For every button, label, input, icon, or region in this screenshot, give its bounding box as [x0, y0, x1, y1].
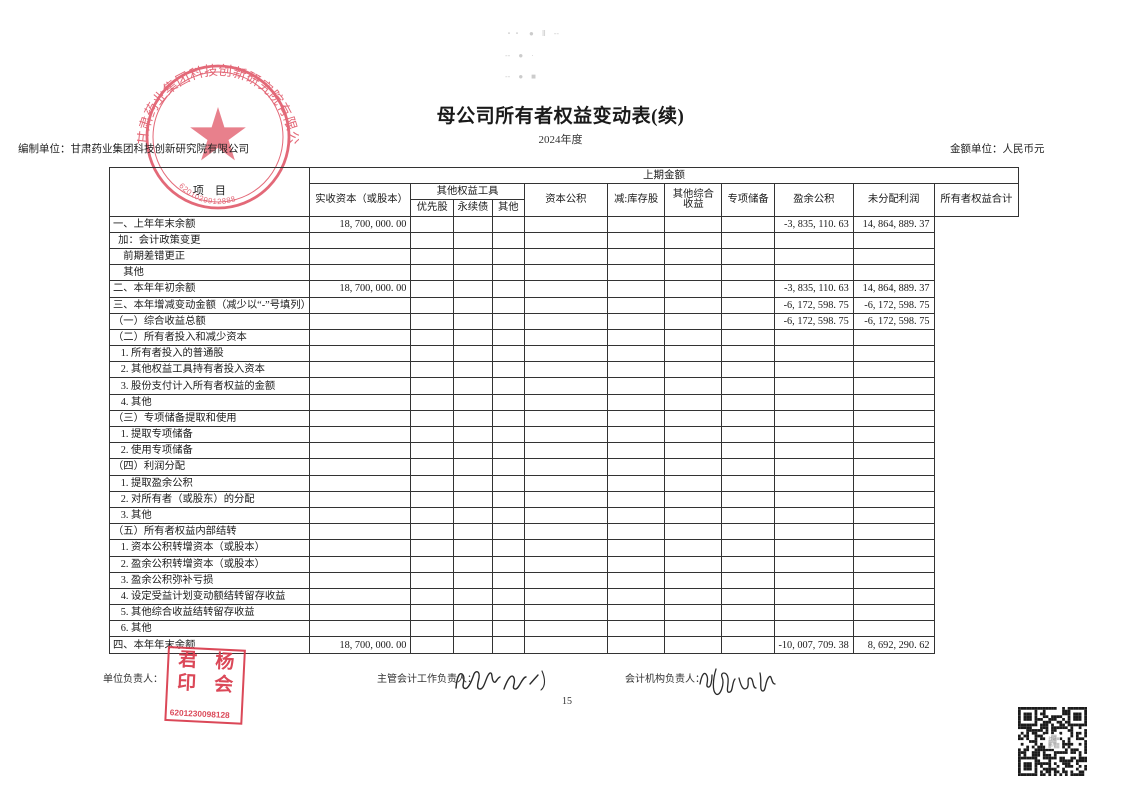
svg-text:网厅: 网厅: [1049, 742, 1057, 747]
svg-text:验证: 验证: [1049, 735, 1057, 741]
